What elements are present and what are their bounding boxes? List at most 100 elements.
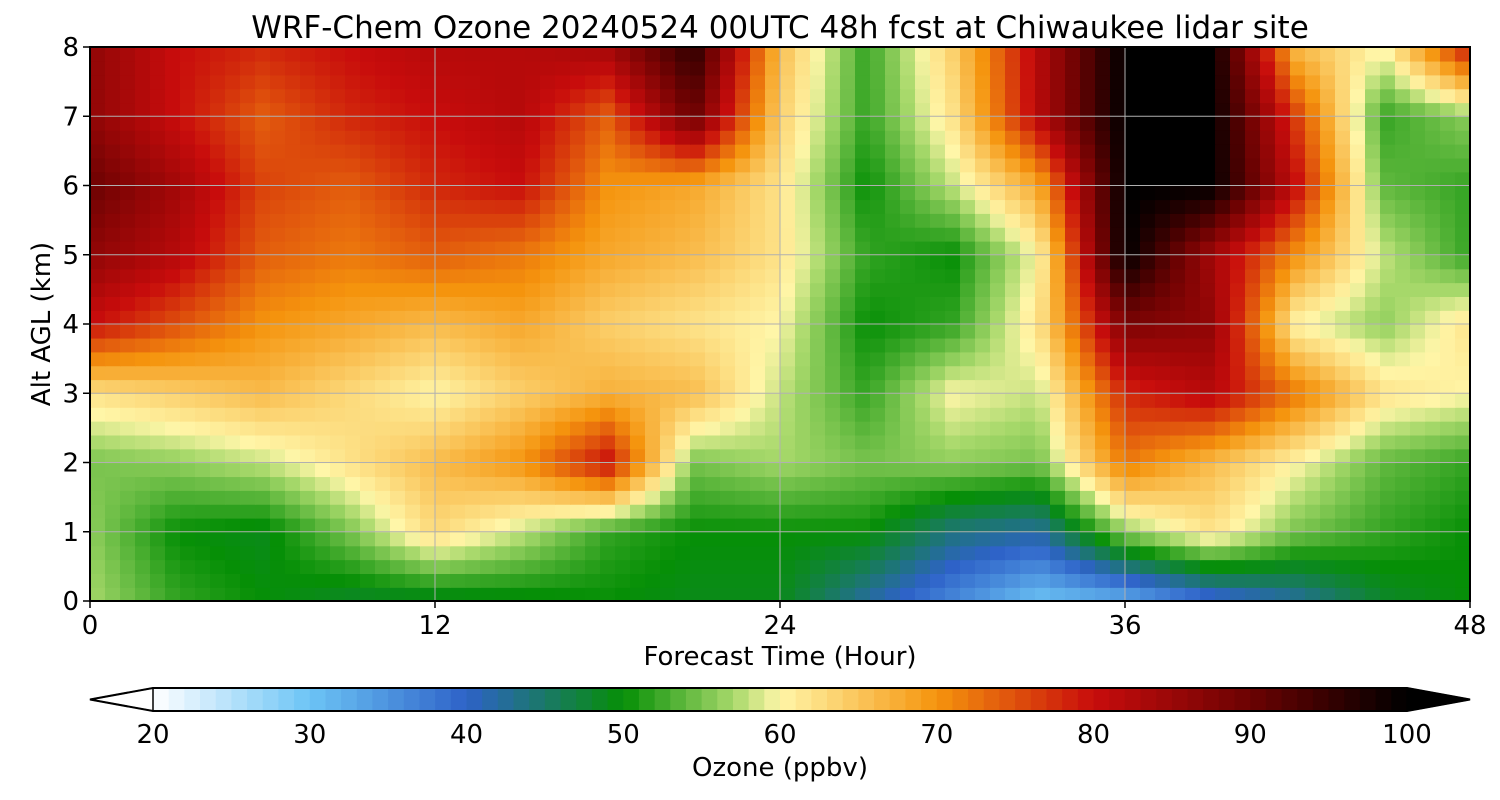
heatmap-cell — [390, 310, 406, 325]
heatmap-cell — [255, 47, 271, 62]
colorbar-segment — [215, 688, 232, 711]
heatmap-cell — [735, 573, 751, 588]
heatmap-cell — [810, 47, 826, 62]
heatmap-cell — [1425, 545, 1441, 561]
heatmap-cell — [795, 434, 811, 450]
heatmap-cell — [1245, 60, 1261, 76]
heatmap-cell — [345, 254, 361, 270]
heatmap-cell — [1275, 227, 1291, 242]
heatmap-cell — [675, 559, 691, 574]
heatmap-cell — [495, 268, 511, 284]
heatmap-cell — [375, 517, 391, 533]
heatmap-cell — [135, 324, 151, 339]
heatmap-cell — [330, 282, 346, 297]
heatmap-cell — [90, 504, 106, 519]
heatmap-cell — [1095, 199, 1111, 214]
heatmap-cell — [1245, 434, 1261, 450]
heatmap-cell — [615, 240, 631, 256]
heatmap-cell — [1290, 74, 1306, 90]
heatmap-cell — [1260, 227, 1276, 242]
heatmap-cell — [630, 531, 646, 547]
heatmap-cell — [495, 282, 511, 297]
heatmap-cell — [1455, 324, 1470, 339]
heatmap-cell — [420, 420, 436, 436]
heatmap-cell — [240, 351, 256, 367]
heatmap-cell — [1245, 573, 1261, 588]
heatmap-cell — [360, 324, 376, 339]
heatmap-cell — [660, 74, 676, 90]
heatmap-cell — [105, 130, 121, 145]
heatmap-cell — [195, 143, 211, 159]
heatmap-cell — [540, 379, 556, 394]
heatmap-cell — [495, 102, 511, 117]
heatmap-cell — [1065, 337, 1081, 353]
heatmap-cell — [1170, 573, 1186, 588]
heatmap-cell — [885, 407, 901, 422]
heatmap-cell — [900, 351, 916, 367]
heatmap-cell — [345, 47, 361, 62]
heatmap-cell — [1380, 268, 1396, 284]
heatmap-cell — [375, 102, 391, 117]
heatmap-cell — [270, 337, 286, 353]
heatmap-cell — [390, 88, 406, 104]
heatmap-cell — [1080, 407, 1096, 422]
heatmap-cell — [285, 587, 301, 601]
heatmap-cell — [555, 587, 571, 601]
heatmap-cell — [765, 296, 781, 311]
heatmap-cell — [1260, 448, 1276, 464]
heatmap-cell — [480, 448, 496, 464]
heatmap-cell — [1365, 130, 1381, 145]
heatmap-cell — [1245, 171, 1261, 187]
heatmap-cell — [930, 157, 946, 173]
heatmap-cell — [525, 504, 541, 519]
heatmap-cell — [270, 393, 286, 408]
heatmap-cell — [510, 296, 526, 311]
heatmap-cell — [1335, 227, 1351, 242]
heatmap-cell — [180, 88, 196, 104]
heatmap-cell — [1140, 254, 1156, 270]
heatmap-cell — [330, 365, 346, 381]
heatmap-cell — [1305, 171, 1321, 187]
heatmap-cell — [1350, 60, 1366, 76]
heatmap-cell — [1230, 434, 1246, 450]
heatmap-cell — [1275, 559, 1291, 574]
heatmap-cell — [180, 74, 196, 90]
heatmap-cell — [270, 268, 286, 284]
heatmap-cell — [645, 143, 661, 159]
heatmap-cell — [1380, 47, 1396, 62]
heatmap-cell — [930, 434, 946, 450]
heatmap-cell — [870, 240, 886, 256]
heatmap-cell — [195, 462, 211, 478]
heatmap-cell — [1350, 587, 1366, 601]
heatmap-cell — [390, 490, 406, 505]
heatmap-cell — [1155, 365, 1171, 381]
heatmap-cell — [1155, 227, 1171, 242]
heatmap-cell — [1380, 573, 1396, 588]
heatmap-cell — [855, 365, 871, 381]
heatmap-cell — [405, 490, 421, 505]
heatmap-cell — [825, 573, 841, 588]
heatmap-cell — [690, 462, 706, 478]
heatmap-cell — [870, 393, 886, 408]
heatmap-cell — [1125, 476, 1141, 491]
heatmap-cell — [1020, 88, 1036, 104]
heatmap-cell — [345, 504, 361, 519]
colorbar-tick-label: 20 — [136, 720, 169, 750]
heatmap-cell — [150, 337, 166, 353]
heatmap-cell — [660, 504, 676, 519]
heatmap-cell — [1320, 199, 1336, 214]
heatmap-cell — [450, 476, 466, 491]
heatmap-cell — [765, 227, 781, 242]
heatmap-cell — [540, 282, 556, 297]
heatmap-cell — [120, 213, 136, 228]
heatmap-cell — [630, 130, 646, 145]
heatmap-cell — [1185, 310, 1201, 325]
heatmap-cell — [1080, 365, 1096, 381]
heatmap-cell — [720, 240, 736, 256]
heatmap-cell — [480, 143, 496, 159]
colorbar-segment — [450, 688, 468, 711]
heatmap-cell — [270, 462, 286, 478]
heatmap-cell — [1410, 47, 1426, 62]
heatmap-cell — [960, 379, 976, 394]
heatmap-cell — [795, 545, 811, 561]
